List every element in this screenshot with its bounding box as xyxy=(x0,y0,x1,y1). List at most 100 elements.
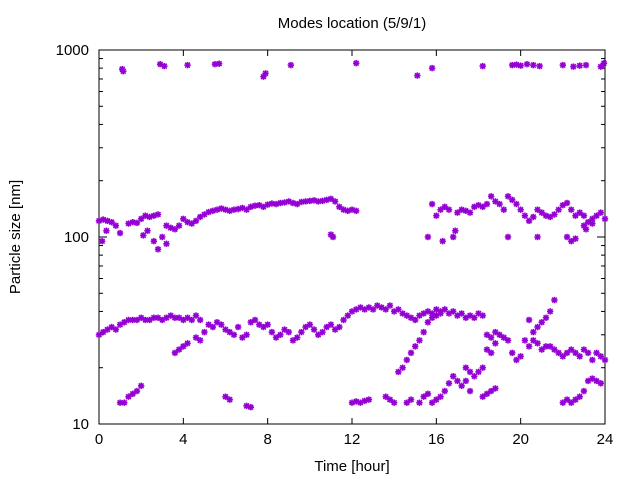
data-point xyxy=(150,237,158,245)
data-point xyxy=(285,328,292,336)
data-point xyxy=(534,206,541,213)
data-point xyxy=(395,368,402,376)
data-point xyxy=(538,319,545,326)
data-point xyxy=(399,364,406,371)
data-point xyxy=(555,206,562,213)
data-point xyxy=(576,209,583,216)
data-point xyxy=(112,222,120,229)
data-point xyxy=(437,393,444,400)
data-point xyxy=(277,331,284,338)
data-point xyxy=(462,364,470,371)
data-point xyxy=(597,209,604,216)
data-point xyxy=(538,209,545,216)
data-point xyxy=(336,323,343,331)
data-point xyxy=(424,233,432,241)
data-point xyxy=(576,393,583,400)
data-point xyxy=(433,396,440,403)
data-point xyxy=(517,62,524,69)
data-point xyxy=(218,321,225,328)
data-point xyxy=(496,331,503,338)
data-point xyxy=(188,316,195,324)
y-axis-label: Particle size [nm] xyxy=(7,180,24,294)
data-point xyxy=(450,373,457,380)
data-point xyxy=(479,62,486,70)
data-point xyxy=(192,312,200,319)
data-point xyxy=(458,310,465,317)
data-point xyxy=(310,326,318,333)
chart-title: Modes location (5/9/1) xyxy=(278,15,426,32)
data-point xyxy=(509,196,516,204)
data-point xyxy=(521,212,529,219)
data-point xyxy=(184,340,191,347)
data-point xyxy=(530,337,537,344)
data-point xyxy=(416,399,423,406)
data-point xyxy=(340,316,347,324)
data-point xyxy=(125,393,132,400)
data-point xyxy=(175,222,183,229)
data-point xyxy=(487,193,495,200)
data-point xyxy=(466,209,474,216)
data-point xyxy=(133,387,141,395)
x-axis-label: Time [hour] xyxy=(314,458,389,475)
data-point xyxy=(568,206,575,213)
data-point xyxy=(523,60,531,68)
data-point xyxy=(589,356,596,364)
data-point xyxy=(264,321,271,328)
data-point xyxy=(450,233,457,241)
data-point xyxy=(483,346,491,353)
data-point xyxy=(116,229,124,237)
data-point xyxy=(154,211,162,218)
data-point xyxy=(471,373,478,380)
data-point xyxy=(234,323,242,331)
data-point xyxy=(180,343,187,350)
data-point xyxy=(600,59,608,67)
data-point xyxy=(306,321,314,328)
data-point xyxy=(209,323,217,331)
data-point xyxy=(414,72,421,79)
data-point xyxy=(424,319,432,326)
data-point xyxy=(466,387,474,395)
data-point xyxy=(403,356,411,364)
plot-area xyxy=(98,49,606,425)
data-point xyxy=(582,61,590,69)
data-point xyxy=(568,346,575,353)
data-point xyxy=(251,316,259,324)
data-point xyxy=(580,212,588,219)
data-point xyxy=(201,211,208,218)
data-point xyxy=(298,328,305,336)
data-point xyxy=(466,368,474,376)
data-point xyxy=(336,203,343,211)
data-point xyxy=(546,213,554,221)
data-point xyxy=(437,206,444,213)
data-point xyxy=(262,70,269,77)
data-point xyxy=(331,198,339,205)
data-point xyxy=(230,331,238,338)
data-point xyxy=(563,396,571,403)
data-point xyxy=(184,61,191,69)
data-point xyxy=(344,312,351,319)
data-point xyxy=(412,316,419,324)
data-point xyxy=(496,200,503,208)
data-point xyxy=(353,207,360,215)
data-point xyxy=(551,211,558,218)
data-point xyxy=(98,237,106,245)
x-tick-label: 20 xyxy=(512,431,529,448)
data-point xyxy=(542,314,550,321)
data-point xyxy=(452,227,459,234)
data-point xyxy=(386,302,394,309)
data-point xyxy=(428,399,436,406)
data-point xyxy=(479,364,486,371)
y-tick-label: 10 xyxy=(72,416,89,433)
data-point xyxy=(382,393,389,400)
data-point xyxy=(133,219,141,227)
data-point xyxy=(509,349,516,357)
data-point xyxy=(570,63,577,70)
data-point xyxy=(247,403,254,411)
data-point xyxy=(327,321,335,328)
data-point xyxy=(534,323,541,331)
y-tick-label: 100 xyxy=(64,229,89,246)
data-point xyxy=(159,316,166,324)
data-point xyxy=(439,237,446,245)
data-point xyxy=(188,220,195,227)
data-point xyxy=(201,328,208,336)
